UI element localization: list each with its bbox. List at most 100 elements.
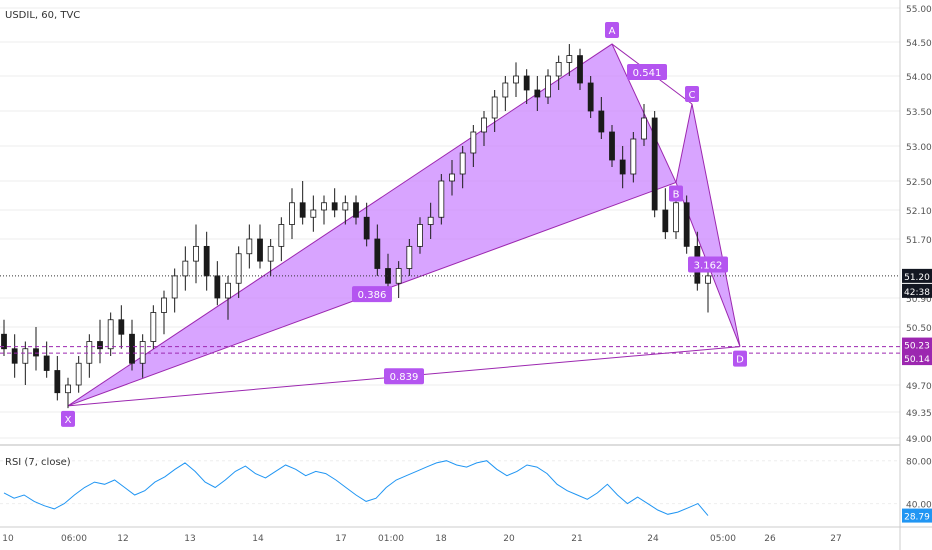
time-tick-label: 18 — [435, 534, 447, 544]
rsi-value-text: 28.79 — [904, 513, 930, 523]
ratio-text: 0.386 — [358, 290, 387, 301]
pattern-point-box — [733, 350, 747, 367]
rsi-series — [3, 460, 709, 516]
price-tick-label: 49.70 — [906, 382, 932, 392]
candle-body — [555, 62, 562, 77]
candle-body — [534, 89, 541, 98]
target-level-2-text: 50.14 — [904, 355, 930, 365]
time-tick-label: 10 — [2, 534, 14, 544]
time-tick-label: 20 — [503, 534, 515, 544]
xabcd-pattern[interactable] — [67, 43, 741, 407]
pattern-point-label: A — [605, 22, 619, 39]
candle-body — [139, 341, 146, 364]
time-tick-label: 14 — [252, 534, 264, 544]
candle-body — [54, 370, 61, 394]
candle-body — [107, 319, 114, 350]
pattern-point-box — [669, 185, 683, 202]
candle-body — [214, 275, 221, 299]
price-tick-label: 55.00 — [906, 5, 932, 15]
candle-body — [33, 348, 39, 357]
time-tick-label: 01:00 — [378, 534, 404, 544]
pattern-point-label: C — [685, 86, 699, 102]
candle-body — [705, 275, 711, 284]
ratio-box — [688, 256, 728, 273]
candle-body — [438, 180, 445, 218]
time-tick-label: 13 — [184, 534, 195, 544]
price-tick-label: 54.50 — [906, 39, 932, 49]
price-tick-label: 49.00 — [906, 435, 932, 445]
candle-body — [97, 341, 103, 350]
price-tick-label: 52.10 — [906, 207, 932, 217]
candle-body — [374, 238, 381, 269]
price-tick-label: 53.50 — [906, 108, 932, 118]
target-level-2-box — [902, 351, 932, 366]
ratio-box — [627, 64, 667, 81]
pattern-point-box — [605, 22, 619, 39]
pattern-point-label: B — [669, 185, 683, 202]
price-axis[interactable]: 55.00 54.50 54.00 53.50 53.00 52.50 52.10 51.70… — [902, 5, 932, 523]
rsi-tick-label: 80.00 — [906, 458, 932, 468]
time-tick-label: 17 — [335, 534, 346, 544]
candle-body — [566, 55, 573, 63]
candle-body — [86, 341, 93, 364]
candle-body — [246, 238, 253, 255]
price-tick-label: 50.50 — [906, 324, 932, 334]
time-tick-label: 24 — [647, 534, 659, 544]
time-tick-label: 21 — [571, 534, 582, 544]
candle-body — [353, 202, 359, 218]
price-tick-label: 52.50 — [906, 178, 932, 188]
rsi-grid — [0, 460, 900, 505]
candle-body — [203, 245, 210, 277]
pattern-point-text: X — [65, 415, 72, 426]
candle-body — [161, 297, 167, 313]
candle-body — [513, 75, 519, 84]
ratio-box — [352, 286, 392, 303]
candle-body — [289, 202, 295, 225]
ratio-text: 0.839 — [390, 372, 419, 383]
candle-body — [1, 333, 7, 350]
candle-body — [502, 82, 509, 98]
pattern-ratio-label: 0.386 — [352, 286, 392, 303]
candle-body — [129, 333, 135, 364]
candle-body — [278, 224, 285, 247]
candle-body — [342, 202, 349, 211]
candle-body — [43, 355, 50, 371]
candle-body — [449, 173, 455, 182]
time-axis[interactable]: 10 06:00 12 13 14 17 01:00 18 20 21 24 05:00 26 27 — [2, 534, 841, 544]
candle-body — [299, 202, 306, 218]
candle-body — [609, 131, 615, 161]
candle-body — [598, 110, 605, 133]
pattern-ratio-label: 0.541 — [627, 64, 667, 81]
current-price-box — [902, 268, 932, 283]
candle-body — [267, 245, 274, 262]
candle-body — [65, 384, 71, 394]
candle-body — [662, 209, 669, 233]
candle-body — [257, 238, 263, 262]
ratio-text: 0.541 — [633, 68, 662, 79]
rsi-title: RSI (7, close) — [5, 457, 71, 468]
target-level-1-box — [902, 337, 932, 352]
ratio-box — [384, 368, 424, 385]
candle-body — [406, 245, 413, 269]
candle-body — [331, 202, 338, 211]
time-tick-label: 12 — [117, 534, 128, 544]
pattern-point-text: B — [673, 189, 680, 200]
time-tick-label: 27 — [830, 534, 841, 544]
time-tick-label: 05:00 — [710, 534, 736, 544]
pattern-point-text: A — [609, 26, 616, 37]
candle-body — [118, 319, 125, 335]
pattern-ratio-label: 3.162 — [688, 256, 728, 273]
candle-body — [641, 117, 647, 140]
candle-body — [619, 159, 626, 175]
candle-body — [235, 253, 242, 284]
candle-body — [75, 362, 82, 386]
pattern-point-box — [685, 86, 699, 102]
candle-body — [22, 348, 29, 364]
pattern-point-box — [61, 410, 75, 427]
candle-body — [651, 117, 658, 211]
candle-body — [427, 216, 434, 225]
candle-body — [193, 245, 199, 262]
candle-body — [470, 131, 477, 154]
candle-body — [310, 209, 317, 218]
price-tick-label: 51.70 — [906, 236, 932, 246]
